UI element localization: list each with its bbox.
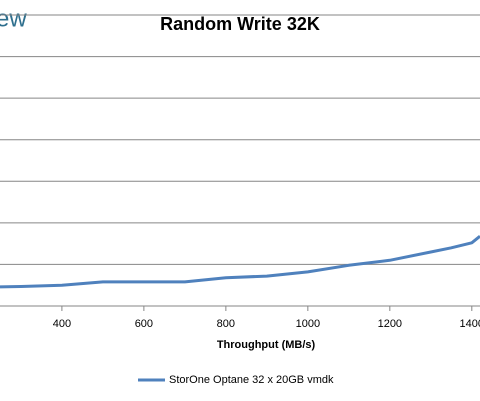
x-tick-label: 1400	[460, 318, 480, 330]
data-line	[0, 235, 480, 289]
x-axis-label: Throughput (MB/s)	[217, 339, 316, 351]
logo-text: ew	[0, 5, 27, 32]
x-tick-label: 800	[217, 318, 235, 330]
x-tick-label: 400	[53, 318, 71, 330]
legend-label: StorOne Optane 32 x 20GB vmdk	[169, 374, 334, 386]
x-tick-label: 1000	[296, 318, 320, 330]
x-tick-label: 600	[135, 318, 153, 330]
x-tick-label: 1200	[378, 318, 402, 330]
chart-title: Random Write 32K	[160, 14, 320, 34]
